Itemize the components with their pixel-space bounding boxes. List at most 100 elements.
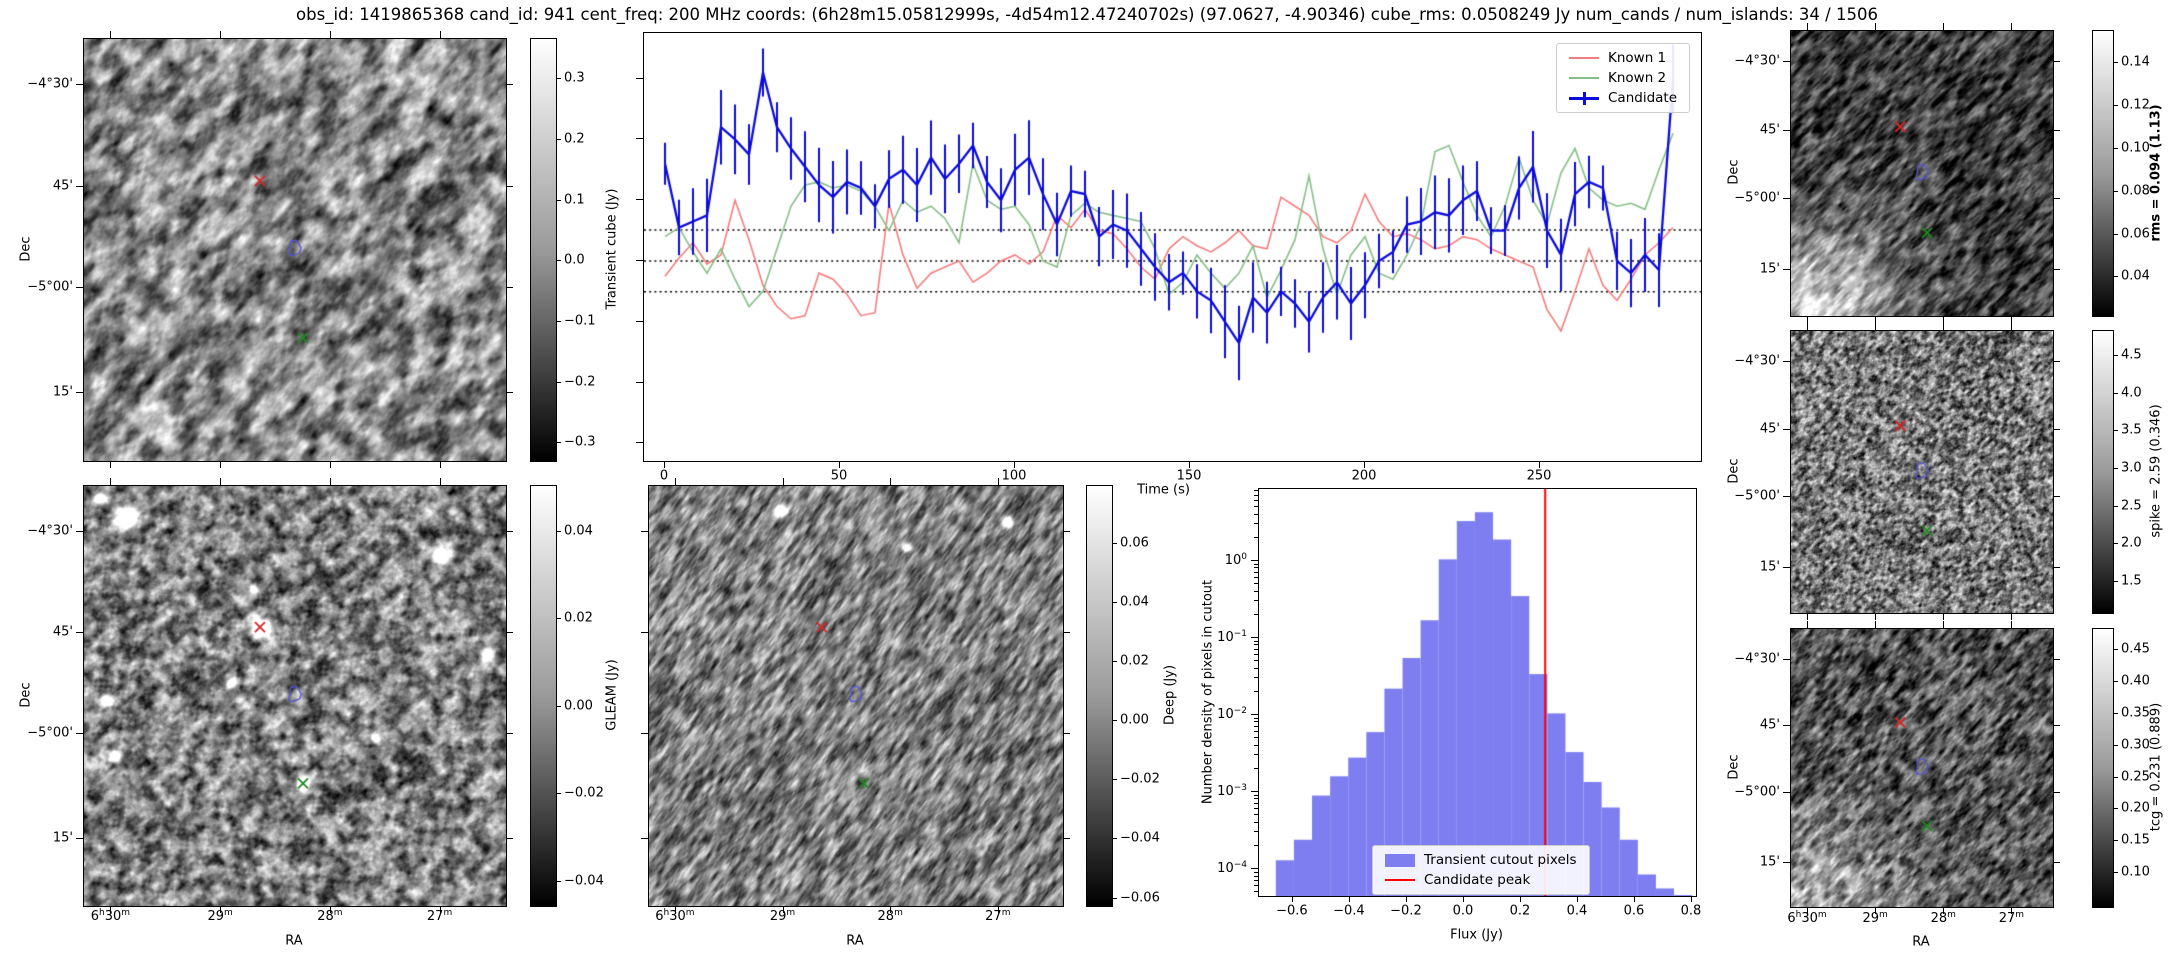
tcg-colorbar-tick <box>2113 712 2118 714</box>
ra-axis-label: RA <box>285 933 303 949</box>
gleam-colorbar-tick-label: 0.02 <box>564 610 593 626</box>
tick-mark <box>506 392 513 394</box>
legend-item-label: Known 2 <box>1608 70 1667 86</box>
tick-mark <box>329 461 331 468</box>
rms-colorbar-tick <box>2113 233 2118 235</box>
tick-mark <box>439 461 441 468</box>
ra-tick-label: 6h30m <box>655 907 695 925</box>
tick-mark <box>506 185 513 187</box>
dec-tick-label: −4°30' <box>27 523 73 539</box>
tick-mark <box>439 906 441 913</box>
ra-tick-label: 29m <box>769 907 796 925</box>
transient-colorbar-tick <box>556 381 561 383</box>
tcg-colorbar-tick <box>2113 808 2118 810</box>
tcg-cutout-panel <box>1790 628 2054 908</box>
tick-mark <box>1807 907 1809 914</box>
time-tick-label: 150 <box>1176 468 1202 484</box>
density-minor-tick <box>1254 731 1258 733</box>
flux-axis-tick <box>636 259 643 261</box>
flux-axis-tick <box>1405 896 1407 902</box>
flux-axis-tick <box>636 381 643 383</box>
tcg-colorbar-tick <box>2113 680 2118 682</box>
tick-mark <box>641 632 648 633</box>
ra-tick-label: 6h30m <box>90 907 131 925</box>
tick-mark <box>2011 323 2013 330</box>
tick-mark <box>1063 632 1070 633</box>
density-minor-tick <box>1254 767 1258 769</box>
dec-tick-label: 45' <box>52 178 73 194</box>
gleam-colorbar-tick-label: −0.04 <box>564 873 604 889</box>
tcg-colorbar-tick-label: 0.30 <box>2121 737 2150 753</box>
spike-colorbar-tick-label: 3.0 <box>2121 460 2142 476</box>
rms-colorbar-tick-label: 0.08 <box>2121 183 2150 199</box>
legend-item-label: Known 1 <box>1608 50 1667 66</box>
tick-mark <box>1063 531 1070 533</box>
legend-item-label: Candidate <box>1608 90 1678 106</box>
density-minor-tick <box>1254 640 1258 642</box>
tick-mark <box>506 84 513 86</box>
legend-item-label: Candidate peak <box>1424 872 1531 888</box>
rms-colorbar-tick-label: 0.06 <box>2121 226 2150 242</box>
tick-mark <box>506 732 513 734</box>
light-curve-legend: Known 1 Known 2 Candidate <box>1556 43 1691 113</box>
ra-tick-label: 6h30m <box>1787 909 1827 927</box>
legend-line-swatch <box>1569 77 1599 79</box>
light-curve-canvas <box>644 33 1701 461</box>
rms-colorbar-tick-label: 0.14 <box>2121 54 2150 70</box>
tick-mark <box>110 906 112 913</box>
rms-colorbar <box>2092 30 2114 317</box>
time-axis-tick <box>664 461 665 468</box>
deep-cutout-panel <box>648 485 1064 907</box>
rms-colorbar-tick-label: 0.12 <box>2121 97 2150 113</box>
gleam-colorbar-tick-label: −0.02 <box>564 785 604 801</box>
tcg-colorbar <box>2092 628 2114 908</box>
light-curve-plot <box>643 32 1702 462</box>
dec-tick-label: 15' <box>1759 854 1780 870</box>
density-axis-tick <box>1251 637 1258 638</box>
deep-colorbar <box>1086 485 1113 907</box>
gleam-colorbar-tick <box>556 618 561 620</box>
dec-tick-label: 45' <box>1759 421 1780 437</box>
tick-mark <box>1783 129 1790 131</box>
ra-axis-label: RA <box>1912 934 1930 950</box>
legend-item: Known 2 <box>1559 68 1687 88</box>
tcg-colorbar-tick-label: 0.10 <box>2121 864 2150 880</box>
flux-axis-tick <box>1348 896 1350 902</box>
dec-axis-label: Dec <box>1726 458 1742 484</box>
tick-mark <box>1943 613 1945 620</box>
transient-colorbar-label: Transient cube (Jy) <box>604 188 620 310</box>
figure-title: obs_id: 1419865368 cand_id: 941 cent_fre… <box>296 5 1878 24</box>
time-axis-tick <box>1189 461 1190 468</box>
tcg-colorbar-label: tcg = 0.231 (0.889) <box>2148 702 2164 832</box>
dec-axis-label: Dec <box>18 236 34 262</box>
spike-colorbar-tick <box>2113 354 2118 356</box>
tick-mark <box>1807 316 1809 323</box>
flux-axis-tick <box>636 320 643 322</box>
deep-colorbar-tick <box>1112 601 1117 603</box>
density-minor-tick <box>1254 494 1258 496</box>
tick-mark <box>641 732 648 734</box>
gleam-colorbar-tick-label: 0.00 <box>564 698 593 714</box>
density-minor-tick <box>1254 536 1258 538</box>
time-axis-tick <box>839 461 840 468</box>
time-axis-label: Time (s) <box>1137 482 1190 498</box>
tick-mark <box>1875 316 1877 323</box>
time-tick-label: 200 <box>1351 468 1377 484</box>
flux-tick-label: 0.0 <box>1452 903 1474 919</box>
tcg-colorbar-tick-label: 0.35 <box>2121 705 2150 721</box>
tick-mark <box>220 906 222 913</box>
gleam-cutout-image <box>84 486 506 906</box>
deep-cutout-image <box>649 486 1063 906</box>
flux-histogram-canvas <box>1259 489 1696 896</box>
tick-mark <box>506 531 513 533</box>
flux-axis-label: Flux (Jy) <box>1450 927 1503 943</box>
spike-colorbar-tick-label: 4.0 <box>2121 385 2142 401</box>
rms-cutout-panel <box>1790 30 2054 317</box>
gleam-colorbar-tick <box>556 793 561 795</box>
tick-mark <box>1943 907 1945 914</box>
tick-mark <box>1063 732 1070 734</box>
deep-colorbar-tick-label: 0.06 <box>1120 535 1149 551</box>
density-minor-tick <box>1254 577 1258 579</box>
tcg-colorbar-tick-label: 0.25 <box>2121 769 2150 785</box>
tick-mark <box>782 478 784 485</box>
